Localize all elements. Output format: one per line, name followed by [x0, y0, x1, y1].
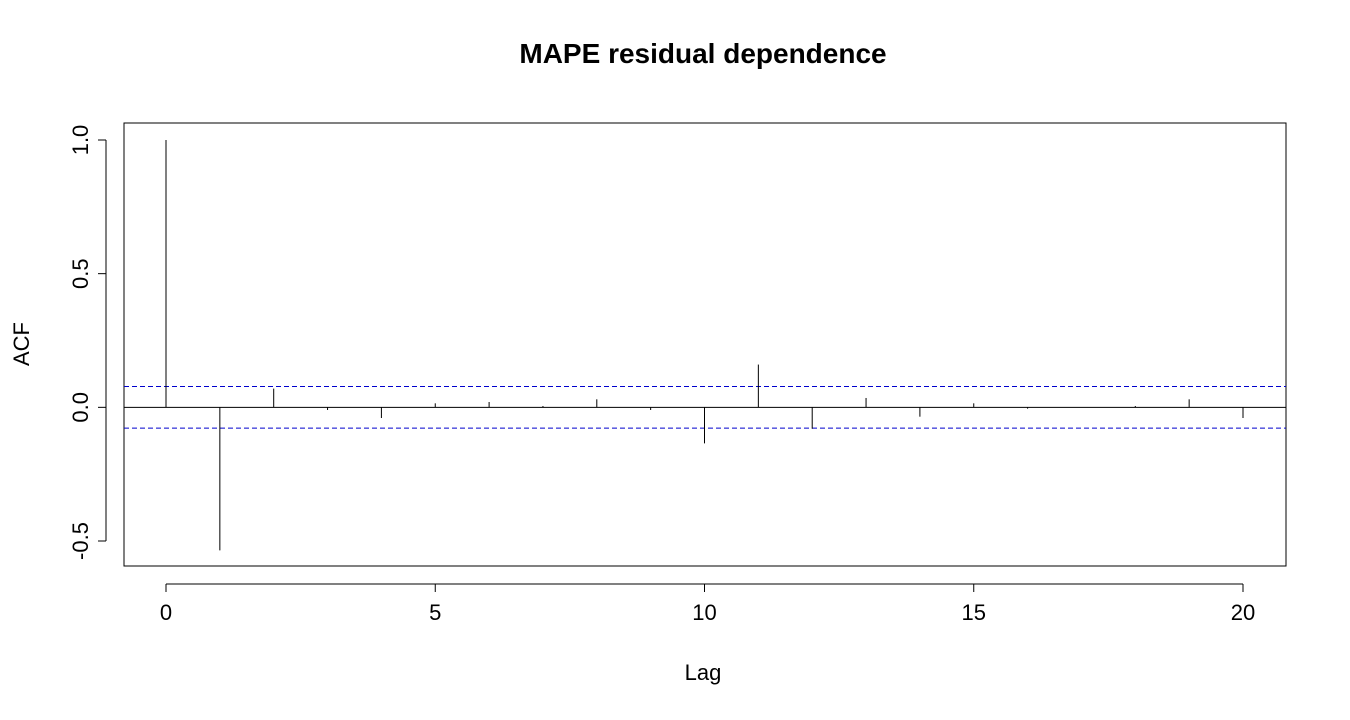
- x-tick-label: 5: [429, 600, 441, 625]
- y-tick-label: 1.0: [68, 125, 93, 156]
- x-axis: 0 5 10 15 20: [160, 583, 1255, 625]
- acf-bars: [165, 140, 1244, 551]
- x-tick-label: 15: [962, 600, 986, 625]
- x-tick-label: 20: [1231, 600, 1255, 625]
- x-tick-label: 0: [160, 600, 172, 625]
- y-axis: -0.5 0.0 0.5 1.0: [68, 125, 107, 560]
- y-tick-label: 0.5: [68, 258, 93, 289]
- y-tick-label: 0.0: [68, 392, 93, 423]
- x-tick-label: 10: [692, 600, 716, 625]
- x-axis-label: Lag: [685, 660, 722, 685]
- y-tick-label: -0.5: [68, 522, 93, 560]
- plot-frame: [123, 122, 1287, 567]
- chart-title: MAPE residual dependence: [519, 38, 886, 69]
- y-axis-label: ACF: [9, 322, 34, 366]
